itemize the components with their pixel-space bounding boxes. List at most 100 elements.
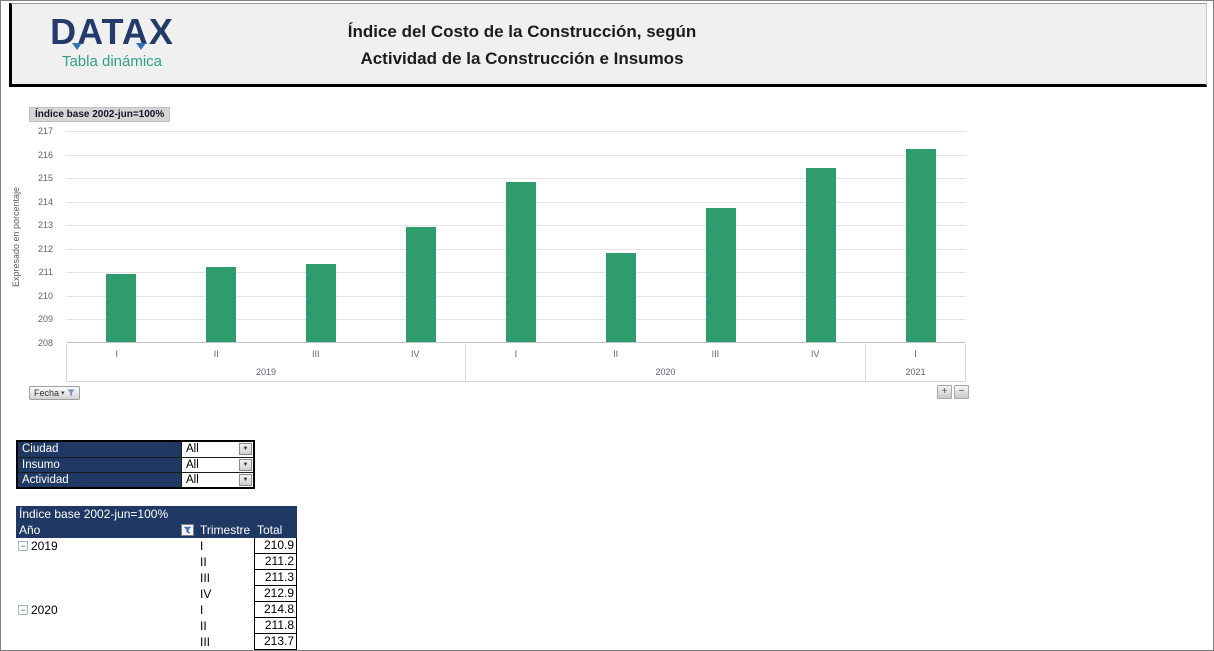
column-header-ano: Año bbox=[16, 522, 197, 538]
chart-bar bbox=[206, 266, 236, 342]
pivot-table-title: Índice base 2002-jun=100% bbox=[16, 506, 297, 522]
table-row: −2020 I 214.8 bbox=[16, 602, 297, 618]
filter-value-cell[interactable]: All ▼ bbox=[181, 473, 253, 487]
year-cell: −2019 bbox=[16, 538, 197, 554]
table-row: IV 212.9 bbox=[16, 586, 297, 602]
quarter-cell: IV bbox=[200, 587, 212, 601]
x-axis-quarter-label: I bbox=[914, 348, 917, 359]
chart-expand-button[interactable]: + bbox=[937, 385, 952, 399]
y-tick-label: 216 bbox=[37, 149, 53, 160]
filter-row: Insumo All ▼ bbox=[18, 457, 253, 472]
table-row: III 211.3 bbox=[16, 570, 297, 586]
x-axis-year-label: 2020 bbox=[655, 367, 676, 377]
x-axis-quarter-row: I II III IV bbox=[466, 344, 865, 363]
page-title: Índice del Costo de la Construcción, seg… bbox=[252, 18, 792, 72]
year-label: 2020 bbox=[31, 603, 58, 617]
pivot-table-body: −2019 I 210.9 II 211.2 III 211.3 IV 212.9−2020 I 2… bbox=[16, 538, 297, 650]
year-cell bbox=[16, 554, 197, 570]
chart-values-field-button[interactable]: Índice base 2002-jun=100% bbox=[29, 107, 171, 122]
chart-bar bbox=[406, 226, 436, 342]
filter-icon bbox=[66, 389, 75, 397]
x-axis-quarter-label: II bbox=[613, 348, 619, 359]
collapse-button[interactable]: − bbox=[18, 605, 28, 615]
y-tick-label: 217 bbox=[37, 126, 53, 136]
filter-value-cell[interactable]: All ▼ bbox=[181, 442, 253, 457]
table-row: −2019 I 210.9 bbox=[16, 538, 297, 554]
chart-bar bbox=[306, 264, 336, 342]
total-cell: 214.8 bbox=[254, 602, 297, 618]
chart-bar bbox=[506, 181, 536, 342]
table-row: II 211.8 bbox=[16, 618, 297, 634]
year-cell bbox=[16, 570, 197, 586]
x-axis-year-label: 2021 bbox=[905, 367, 926, 377]
x-axis-year-group: I 2021 bbox=[866, 344, 966, 382]
year-cell bbox=[16, 586, 197, 602]
filter-value-cell[interactable]: All ▼ bbox=[181, 458, 253, 472]
gridline bbox=[66, 178, 966, 180]
x-axis-year-label: 2019 bbox=[255, 367, 277, 377]
pivot-table: Índice base 2002-jun=100% Año Trimestre … bbox=[16, 506, 297, 650]
year-cell bbox=[16, 618, 197, 634]
dropdown-button[interactable]: ▼ bbox=[239, 474, 252, 486]
filter-label: Actividad bbox=[18, 473, 181, 487]
header-banner: DATAX Tabla dinámica Índice del Costo de… bbox=[9, 3, 1207, 87]
column-header-ano-label: Año bbox=[19, 523, 41, 537]
x-axis-quarter-label: I bbox=[514, 348, 518, 359]
x-axis-quarter-label: I bbox=[115, 348, 118, 359]
chart-bar bbox=[706, 207, 736, 342]
table-row: II 211.2 bbox=[16, 554, 297, 570]
total-cell: 210.9 bbox=[254, 538, 297, 554]
chart-axis-field-button[interactable]: Fecha ▾ bbox=[29, 386, 80, 400]
chart-collapse-button[interactable]: − bbox=[954, 385, 969, 399]
chart-bar bbox=[806, 167, 836, 342]
quarter-cell: III bbox=[200, 571, 211, 585]
quarter-cell: II bbox=[200, 555, 207, 569]
x-axis: I II III IV 2019 I II III IV 2020 I 2021 bbox=[66, 344, 966, 382]
filter-arrow-icon bbox=[183, 526, 192, 533]
page-title-line2: Actividad de la Construcción e Insumos bbox=[360, 49, 684, 68]
y-axis-ticks: 208 209 210 211 212 213 214 215 216 217 bbox=[27, 126, 59, 348]
filter-row: Actividad All ▼ bbox=[18, 472, 253, 487]
year-cell: −2020 bbox=[16, 602, 197, 618]
dropdown-button[interactable]: ▼ bbox=[239, 459, 252, 471]
gridline bbox=[66, 154, 966, 156]
x-axis-quarter-label: IV bbox=[410, 348, 420, 359]
y-tick-label: 208 bbox=[37, 338, 53, 348]
quarter-cell: I bbox=[200, 603, 204, 617]
dropdown-button[interactable]: ▼ bbox=[239, 443, 252, 455]
logo-text: DATAX bbox=[50, 11, 174, 52]
filter-label: Insumo bbox=[18, 458, 181, 472]
logo-triangle-icon bbox=[72, 43, 82, 50]
y-axis-title: Expresado en porcentaje bbox=[11, 186, 21, 288]
y-tick-label: 213 bbox=[37, 220, 53, 231]
x-axis-year-group: I II III IV 2020 bbox=[466, 344, 866, 382]
quarter-cell: III bbox=[200, 635, 211, 649]
gridline bbox=[66, 131, 966, 132]
logo-subtitle: Tabla dinámica bbox=[61, 53, 163, 70]
y-tick-label: 212 bbox=[37, 243, 53, 254]
y-tick-label: 209 bbox=[37, 314, 53, 325]
axis-field-label: Fecha bbox=[34, 388, 60, 398]
logo-triangle-icon bbox=[136, 43, 146, 50]
collapse-button[interactable]: − bbox=[18, 541, 28, 551]
logo-datax: DATAX bbox=[36, 12, 188, 52]
pivot-table-header: Año Trimestre Total bbox=[16, 522, 297, 538]
page-title-line1: Índice del Costo de la Construcción, seg… bbox=[347, 22, 697, 41]
y-tick-label: 211 bbox=[38, 267, 53, 278]
total-cell: 211.3 bbox=[254, 570, 297, 586]
total-cell: 211.2 bbox=[254, 554, 297, 570]
total-cell: 213.7 bbox=[254, 634, 297, 650]
ano-filter-button[interactable] bbox=[181, 524, 194, 536]
x-axis-quarter-row: I bbox=[866, 344, 965, 363]
y-tick-label: 210 bbox=[37, 290, 53, 301]
filter-block: Ciudad All ▼ Insumo All ▼ Actividad All ▼ bbox=[16, 440, 255, 489]
year-cell bbox=[16, 634, 197, 650]
y-tick-label: 215 bbox=[37, 173, 53, 184]
table-row: III 213.7 bbox=[16, 634, 297, 650]
x-axis-quarter-row: I II III IV bbox=[67, 344, 465, 363]
total-cell: 212.9 bbox=[254, 586, 297, 602]
x-axis-year-group: I II III IV 2019 bbox=[66, 344, 466, 382]
plot-area bbox=[66, 131, 966, 343]
chart-bar bbox=[106, 273, 136, 342]
y-tick-label: 214 bbox=[37, 196, 53, 207]
